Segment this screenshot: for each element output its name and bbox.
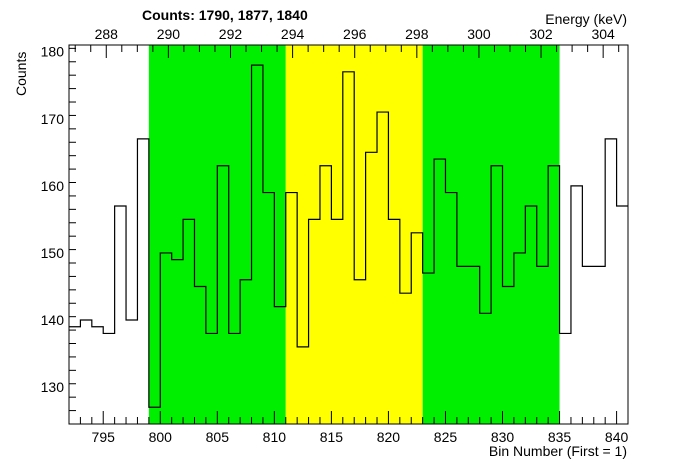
y-tick-label: 180 (41, 44, 65, 60)
y-tick-label: 160 (41, 178, 65, 194)
x-tick-label: 805 (206, 429, 230, 445)
energy-tick-label: 294 (281, 26, 305, 42)
energy-tick-label: 304 (591, 26, 615, 42)
energy-tick-label: 288 (95, 26, 119, 42)
x-tick-label: 820 (377, 429, 401, 445)
energy-tick-label: 292 (219, 26, 243, 42)
x-tick-label: 800 (149, 429, 173, 445)
y-tick-label: 130 (41, 379, 65, 395)
energy-tick-label: 290 (157, 26, 181, 42)
x-tick-label: 825 (434, 429, 458, 445)
x-tick-label: 810 (263, 429, 287, 445)
energy-axis-title: Energy (keV) (545, 11, 627, 27)
x-tick-label: 830 (491, 429, 515, 445)
y-tick-label: 170 (41, 111, 65, 127)
axis-tick-labels: 795 800 805 810 815 820 825 830 835 840 130 140 150 1… (41, 26, 629, 445)
y-tick-label: 150 (41, 245, 65, 261)
histogram-line (69, 64, 628, 408)
y-tick-label: 140 (41, 312, 65, 328)
x-tick-label: 795 (92, 429, 116, 445)
x-tick-label: 840 (605, 429, 629, 445)
energy-tick-label: 298 (405, 26, 429, 42)
energy-tick-label: 302 (529, 26, 553, 42)
energy-tick-label: 296 (343, 26, 367, 42)
axis-ticks (68, 45, 629, 425)
x-tick-label: 815 (320, 429, 344, 445)
counts-header: Counts: 1790, 1877, 1840 (142, 7, 308, 23)
x-tick-label: 835 (548, 429, 572, 445)
energy-tick-label: 300 (467, 26, 491, 42)
y-axis-title: Counts (13, 52, 29, 96)
x-axis-title: Bin Number (First = 1) (489, 443, 627, 459)
plot-frame (68, 44, 629, 425)
